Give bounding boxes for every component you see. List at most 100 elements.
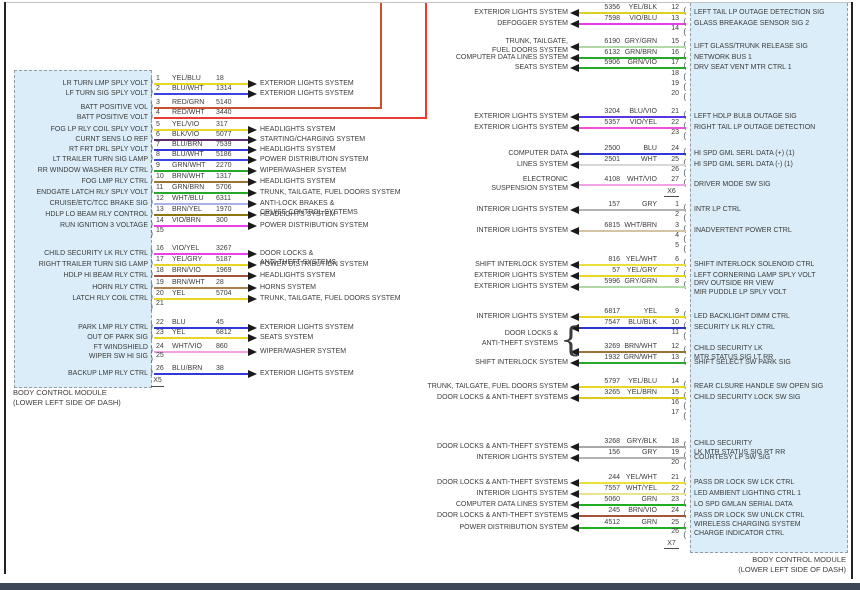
- pin-number: 7: [156, 141, 160, 148]
- wire-color-code: GRY/GRN: [624, 278, 657, 285]
- wire: [154, 327, 248, 329]
- circuit-number: 245: [608, 507, 620, 514]
- wire: [154, 149, 248, 151]
- pin-label: BACKUP LMP RLY CTRL: [67, 370, 148, 377]
- connector-pin-bracket: ): [149, 209, 155, 219]
- right-bcm-title-line2: (LOWER LEFT SIDE OF DASH): [738, 565, 846, 574]
- system-label: DOOR LOCKS &: [504, 330, 558, 337]
- wire-color-code: RED/WHT: [172, 109, 205, 116]
- system-label: DOOR LOCKS & ANTI-THEFT SYSTEMS: [437, 394, 568, 401]
- wire: [578, 209, 686, 211]
- connector-pin-bracket: ): [149, 355, 155, 365]
- arrow-left-icon: [570, 512, 579, 520]
- system-label: STARTING/CHARGING SYSTEM: [260, 136, 366, 143]
- arrow-right-icon: [248, 284, 257, 292]
- wire-color-code: GRY/BLK: [626, 438, 657, 445]
- arrow-left-icon: [570, 227, 579, 235]
- circuit-number: 3267: [216, 245, 232, 252]
- circuit-number: 1970: [216, 206, 232, 213]
- pin-number: 1: [156, 75, 160, 82]
- connector-pin-bracket: ): [149, 78, 155, 88]
- connector-pin-bracket: (: [682, 245, 688, 255]
- pin-number: 12: [671, 4, 679, 11]
- wire: [154, 83, 248, 85]
- arrow-right-icon: [248, 178, 257, 186]
- circuit-number: 5906: [604, 59, 620, 66]
- wire: [154, 214, 248, 216]
- connector-pin-bracket: ): [149, 220, 155, 230]
- connector-pin-bracket: (: [682, 93, 688, 103]
- wire-color-code: YEL/WHT: [625, 474, 657, 481]
- system-label: INTERIOR LIGHTS SYSTEM: [476, 454, 568, 461]
- pin-number: 25: [156, 352, 164, 359]
- arrow-left-icon: [570, 43, 579, 51]
- arrow-left-icon: [570, 261, 579, 269]
- wire: [578, 446, 686, 448]
- circuit-number: 1314: [216, 85, 232, 92]
- pin-number: 25: [671, 156, 679, 163]
- connector-pin-bracket: (: [682, 83, 688, 93]
- pin-label: CHILD SECURITY LK RLY CTRL: [44, 250, 148, 257]
- pin-label: SHIFT INTERLOCK SOLENOID CTRL: [694, 261, 815, 268]
- circuit-number: 4512: [604, 519, 620, 526]
- pin-number: 24: [671, 507, 679, 514]
- system-label: ELECTRONIC: [522, 176, 568, 183]
- wire: [154, 192, 248, 194]
- pin-number: 21: [671, 474, 679, 481]
- system-label: WIPER/WASHER SYSTEM: [260, 167, 347, 174]
- pin-number: 9: [156, 162, 160, 169]
- circuit-number: 57: [612, 267, 620, 274]
- wire: [578, 527, 686, 529]
- circuit-number: 6311: [216, 195, 232, 202]
- pin-label: CHILD SECURITY: [694, 440, 753, 447]
- wire: [154, 170, 248, 172]
- system-label: POWER DISTRIBUTION SYSTEM: [260, 261, 369, 268]
- pin-label: RT FRT DRL SPLY VOLT: [69, 146, 148, 153]
- pin-label: MTR STATUS SIG LT RR: [694, 354, 774, 361]
- connector-pin-bracket: (: [682, 214, 688, 224]
- wire-color-code: WHT/VIO: [172, 343, 202, 350]
- circuit-number: 2500: [604, 145, 620, 152]
- wire-color-code: VIO/BRN: [172, 217, 201, 224]
- pin-number: 17: [671, 59, 679, 66]
- connector-pin-bracket: (: [682, 412, 688, 422]
- connector-pin-bracket: ): [149, 134, 155, 144]
- wire-color-code: WHT/YEL: [625, 485, 657, 492]
- pin-number: 4: [675, 232, 679, 239]
- circuit-number: 5140: [216, 99, 232, 106]
- pin-number: 6: [156, 131, 160, 138]
- wire-color-code: WHT/BLU: [172, 195, 204, 202]
- wire: [578, 482, 686, 484]
- connector-pin-bracket: ): [149, 102, 155, 112]
- circuit-number: 300: [216, 217, 228, 224]
- arrow-left-icon: [570, 524, 579, 532]
- system-label: EXTERIOR LIGHTS SYSTEM: [260, 80, 354, 87]
- pin-number: 14: [671, 378, 679, 385]
- wire: [154, 264, 248, 266]
- wire-color-code: VIO/YEL: [172, 245, 200, 252]
- wire: [154, 159, 248, 161]
- pin-label: RR WINDOW WASHER RLY CTRL: [37, 167, 148, 174]
- wire-color-code: WHT: [641, 156, 657, 163]
- wire: [578, 493, 686, 495]
- pin-number: 19: [671, 449, 679, 456]
- wire: [154, 139, 248, 141]
- pin-label: HORN RLY CTRL: [92, 284, 148, 291]
- system-label: WIPER/WASHER SYSTEM: [260, 348, 347, 355]
- system-label: HEADLIGHTS SYSTEM: [260, 146, 336, 153]
- pin-label: COURTESY LP SW SIG: [694, 454, 771, 461]
- circuit-number: 3268: [604, 438, 620, 445]
- wire-color-code: YEL/GRY: [626, 267, 657, 274]
- wire-color-code: GRN/VIO: [627, 59, 657, 66]
- wire-color-code: BLU/VIO: [629, 108, 657, 115]
- arrow-left-icon: [570, 359, 579, 367]
- wire-color-code: WHT/VIO: [627, 176, 657, 183]
- pin-number: 8: [675, 278, 679, 285]
- left-bcm-title: BODY CONTROL MODULE (LOWER LEFT SIDE OF …: [13, 388, 121, 408]
- bottom-bar: [0, 583, 860, 590]
- system-label: SHIFT INTERLOCK SYSTEM: [475, 261, 568, 268]
- pin-number: 3: [675, 222, 679, 229]
- pin-number: 26: [671, 528, 679, 535]
- pin-label: WIPER SW HI SIG: [88, 353, 148, 360]
